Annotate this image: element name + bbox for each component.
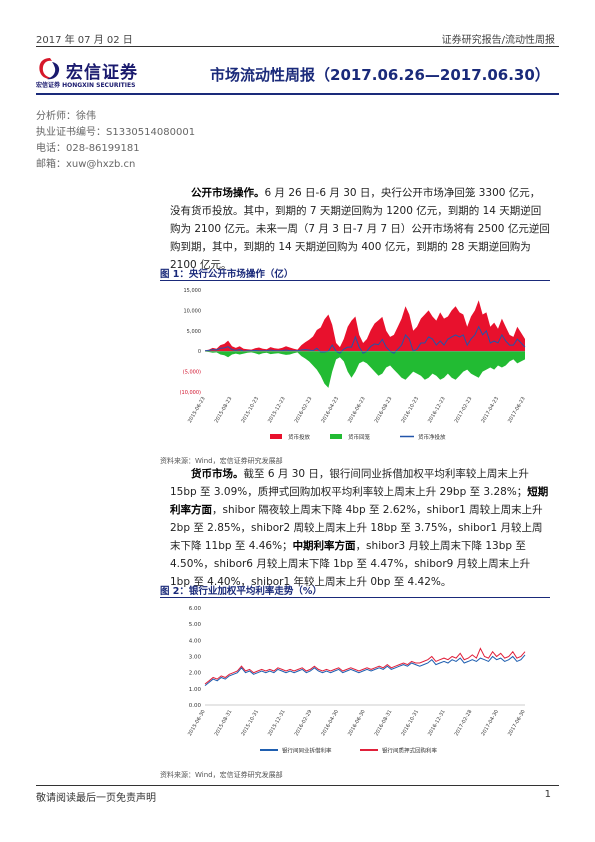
y-tick-label: 10,000	[184, 308, 202, 314]
open-market-chart: 15,000 10,000 5,000 0 (5,000) (10,000)2015-06…	[180, 288, 527, 441]
series-withdraw-area	[205, 351, 525, 388]
series-interbank-line	[204, 654, 526, 686]
x-tick-label: 2015-08-31	[214, 709, 234, 737]
footer-divider	[36, 785, 559, 786]
x-tick-label: 2016-02-29	[294, 709, 314, 737]
logo-english-name: 宏信证券 HONGXIN SECURITIES	[36, 82, 136, 89]
figure1-source: 资料来源：Wind，宏信证券研究发展部	[160, 457, 283, 465]
series-repo-line	[204, 647, 526, 685]
x-tick-label: 2016-12-31	[427, 709, 447, 737]
x-tick-label: 2015-12-23	[267, 396, 287, 424]
x-tick-label: 2016-08-31	[374, 709, 394, 737]
series-inject-area	[205, 300, 525, 352]
x-tick-label: 2017-04-30	[480, 709, 500, 737]
figure2-divider	[160, 597, 550, 598]
x-tick-label: 2016-10-31	[400, 709, 420, 737]
y-tick-label: 6.00	[189, 606, 202, 612]
analyst-phone: 电话：028-86199181	[36, 143, 140, 154]
money-market-lead: 货币市场。	[191, 468, 244, 480]
y-tick-label: 4.00	[189, 638, 202, 644]
y-tick-label: 0.00	[189, 703, 202, 709]
y-tick-label: (5,000)	[183, 370, 201, 376]
money-market-text1: 截至 6 月 30 日，银行间同业拆借加权平均利率较上周末上升 15bp 至 3…	[170, 468, 529, 498]
x-tick-label: 2017-06-30	[507, 709, 527, 737]
figure1-title: 图 1：央行公开市场操作（亿）	[160, 269, 294, 280]
short-rate-text: ，shibor 隔夜较上周末下降 4bp 至 2.62%，shibor1 周较上…	[170, 504, 543, 552]
report-date: 2017 年 07 月 02 日	[36, 35, 133, 46]
x-tick-label: 2017-06-23	[507, 396, 527, 424]
money-market-paragraph: 货币市场。截至 6 月 30 日，银行间同业拆借加权平均利率较上周末上升 15b…	[170, 465, 550, 591]
legend-label: 货币投放	[288, 433, 311, 441]
report-title: 市场流动性周报（2017.06.26—2017.06.30）	[210, 66, 550, 84]
logo-mark-icon	[39, 58, 60, 80]
x-tick-label: 2016-04-30	[320, 709, 340, 737]
open-market-text: 6 月 26 日-6 月 30 日，央行公开市场净回笼 3300 亿元，没有货币…	[170, 187, 550, 271]
x-tick-label: 2017-02-28	[454, 709, 474, 737]
legend-swatch	[270, 434, 282, 439]
short-rate-lead: 短期利率方面	[170, 486, 549, 516]
x-tick-label: 2016-08-23	[374, 396, 394, 424]
mid-rate-text: ，shibor3 月较上周末下降 13bp 至 4.50%，shibor6 月较…	[170, 540, 531, 588]
title-divider	[36, 93, 559, 95]
y-tick-label: (10,000)	[180, 390, 201, 396]
series-net-line	[204, 325, 526, 354]
x-tick-label: 2016-06-23	[347, 396, 367, 424]
analyst-cert: 执业证书编号：S1330514080001	[36, 127, 196, 138]
legend-label: 银行间质押式回购利率	[382, 747, 438, 755]
report-category: 证券研究报告/流动性周报	[441, 35, 555, 46]
x-tick-label: 2015-10-31	[240, 709, 260, 737]
y-tick-label: 1.00	[189, 687, 202, 693]
x-tick-label: 2015-08-23	[214, 396, 234, 424]
legend-label: 银行间同业拆借利率	[282, 747, 332, 755]
x-tick-label: 2016-10-23	[400, 396, 420, 424]
figure2-source: 资料来源：Wind，宏信证券研究发展部	[160, 771, 283, 779]
y-tick-label: 0	[198, 349, 201, 355]
figure1-divider	[160, 280, 550, 281]
footer-disclaimer: 敬请阅读最后一页免责声明	[36, 793, 156, 804]
x-tick-label: 2015-12-31	[267, 709, 287, 737]
y-tick-label: 5,000	[187, 329, 201, 335]
legend-label: 货币净投放	[418, 433, 446, 441]
x-tick-label: 2016-04-23	[320, 396, 340, 424]
x-tick-label: 2016-02-23	[294, 396, 314, 424]
legend-label: 货币回笼	[348, 433, 371, 441]
legend-swatch	[330, 434, 342, 439]
x-tick-label: 2015-06-30	[187, 709, 207, 737]
y-tick-label: 5.00	[189, 622, 202, 628]
page-number: 1	[544, 789, 551, 800]
open-market-paragraph: 公开市场操作。6 月 26 日-6 月 30 日，央行公开市场净回笼 3300 …	[170, 184, 550, 274]
y-tick-label: 3.00	[189, 655, 202, 661]
mid-rate-lead: 中期利率方面	[292, 540, 356, 552]
x-tick-label: 2017-04-23	[480, 396, 500, 424]
company-logo: 宏信证券 宏信证券 HONGXIN SECURITIES	[36, 56, 166, 90]
open-market-lead: 公开市场操作。	[191, 187, 265, 199]
x-tick-label: 2017-02-23	[454, 396, 474, 424]
x-tick-label: 2015-10-23	[240, 396, 260, 424]
figure2-title: 图 2：银行业加权平均利率走势（%）	[160, 586, 322, 597]
header-divider	[36, 46, 559, 47]
y-tick-label: 2.00	[189, 671, 202, 677]
y-tick-label: 15,000	[184, 288, 202, 294]
logo-chinese-name: 宏信证券	[66, 63, 138, 83]
x-tick-label: 2015-06-23	[187, 396, 207, 424]
analyst-email: 邮箱：xuw@hxzb.cn	[36, 159, 136, 170]
analyst-name: 分析师：徐伟	[36, 111, 96, 122]
x-tick-label: 2016-06-30	[347, 709, 367, 737]
x-tick-label: 2016-12-23	[427, 396, 447, 424]
